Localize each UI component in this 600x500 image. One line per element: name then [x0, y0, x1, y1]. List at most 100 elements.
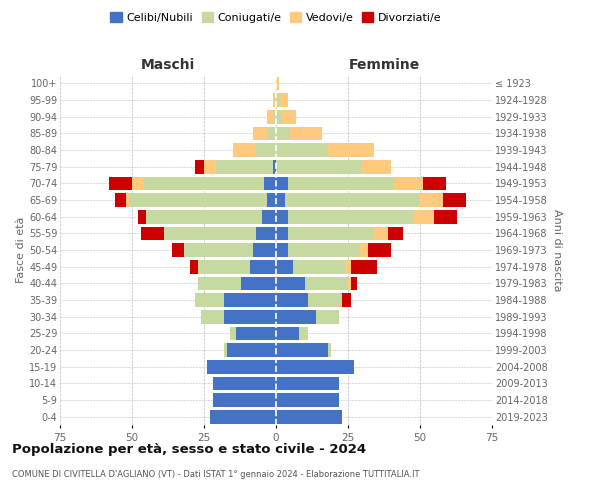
Text: COMUNE DI CIVITELLA D'AGLIANO (VT) - Dati ISTAT 1° gennaio 2024 - Elaborazione T: COMUNE DI CIVITELLA D'AGLIANO (VT) - Dat…: [12, 470, 419, 479]
Bar: [287, 210, 414, 224]
Bar: [198, 260, 250, 274]
Bar: [250, 260, 276, 274]
Bar: [276, 193, 284, 207]
Bar: [224, 343, 227, 357]
Text: Maschi: Maschi: [141, 58, 195, 71]
Bar: [115, 193, 126, 207]
Bar: [273, 110, 276, 124]
Bar: [276, 376, 340, 390]
Bar: [299, 326, 308, 340]
Bar: [198, 276, 241, 290]
Bar: [276, 260, 293, 274]
Bar: [268, 110, 273, 124]
Bar: [414, 210, 434, 224]
Bar: [164, 226, 256, 240]
Bar: [293, 260, 345, 274]
Bar: [423, 176, 446, 190]
Bar: [316, 310, 340, 324]
Bar: [328, 343, 331, 357]
Bar: [276, 160, 362, 173]
Bar: [351, 276, 356, 290]
Bar: [342, 293, 351, 307]
Bar: [146, 210, 262, 224]
Bar: [224, 293, 276, 307]
Bar: [359, 243, 368, 257]
Bar: [224, 310, 276, 324]
Bar: [256, 226, 276, 240]
Bar: [196, 160, 204, 173]
Bar: [305, 276, 348, 290]
Bar: [241, 276, 276, 290]
Bar: [273, 160, 276, 173]
Bar: [268, 193, 276, 207]
Bar: [210, 410, 276, 424]
Bar: [109, 176, 132, 190]
Bar: [276, 343, 328, 357]
Text: Femmine: Femmine: [349, 58, 419, 71]
Bar: [308, 293, 342, 307]
Bar: [368, 243, 391, 257]
Bar: [287, 176, 394, 190]
Y-axis label: Anni di nascita: Anni di nascita: [551, 208, 562, 291]
Bar: [276, 76, 279, 90]
Bar: [276, 176, 287, 190]
Bar: [215, 160, 273, 173]
Bar: [394, 176, 423, 190]
Bar: [345, 260, 351, 274]
Bar: [287, 243, 359, 257]
Bar: [287, 226, 374, 240]
Bar: [276, 143, 328, 157]
Bar: [362, 160, 391, 173]
Bar: [276, 410, 342, 424]
Bar: [204, 160, 215, 173]
Bar: [276, 310, 316, 324]
Bar: [236, 326, 276, 340]
Bar: [284, 193, 420, 207]
Bar: [420, 193, 443, 207]
Bar: [268, 126, 276, 140]
Bar: [143, 176, 265, 190]
Bar: [276, 360, 354, 374]
Bar: [262, 210, 276, 224]
Bar: [276, 210, 287, 224]
Bar: [253, 126, 268, 140]
Bar: [276, 226, 287, 240]
Bar: [253, 243, 276, 257]
Bar: [212, 376, 276, 390]
Bar: [388, 226, 403, 240]
Bar: [126, 193, 129, 207]
Bar: [230, 326, 236, 340]
Bar: [265, 176, 276, 190]
Bar: [190, 260, 198, 274]
Text: Popolazione per età, sesso e stato civile - 2024: Popolazione per età, sesso e stato civil…: [12, 442, 366, 456]
Bar: [138, 210, 146, 224]
Bar: [279, 93, 287, 107]
Bar: [282, 110, 296, 124]
Bar: [227, 343, 276, 357]
Bar: [374, 226, 388, 240]
Bar: [132, 176, 143, 190]
Bar: [276, 393, 340, 407]
Bar: [276, 276, 305, 290]
Bar: [233, 143, 256, 157]
Bar: [434, 210, 457, 224]
Bar: [129, 193, 268, 207]
Bar: [276, 293, 308, 307]
Bar: [196, 293, 224, 307]
Bar: [276, 93, 279, 107]
Y-axis label: Fasce di età: Fasce di età: [16, 217, 26, 283]
Bar: [256, 143, 276, 157]
Bar: [140, 226, 164, 240]
Bar: [276, 126, 290, 140]
Bar: [351, 260, 377, 274]
Bar: [201, 310, 224, 324]
Bar: [276, 243, 287, 257]
Bar: [443, 193, 466, 207]
Bar: [212, 393, 276, 407]
Bar: [273, 93, 276, 107]
Bar: [276, 326, 299, 340]
Bar: [172, 243, 184, 257]
Bar: [184, 243, 253, 257]
Legend: Celibi/Nubili, Coniugati/e, Vedovi/e, Divorziati/e: Celibi/Nubili, Coniugati/e, Vedovi/e, Di…: [106, 8, 446, 28]
Bar: [276, 110, 282, 124]
